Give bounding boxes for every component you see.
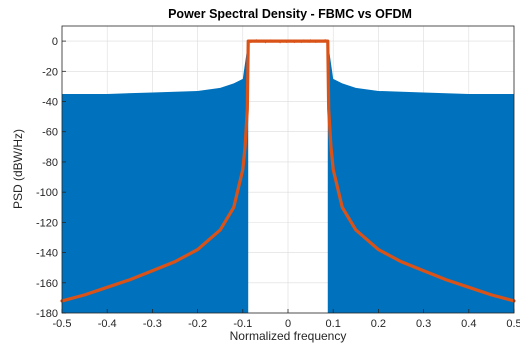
y-tick-label: -80 xyxy=(42,157,58,169)
x-tick-label: 0 xyxy=(285,318,291,330)
x-tick-label: 0.2 xyxy=(371,318,386,330)
x-tick-label: 0.5 xyxy=(506,318,520,330)
y-tick-label: -60 xyxy=(42,127,58,139)
y-tick-label: -20 xyxy=(42,66,58,78)
y-tick-label: 0 xyxy=(52,36,58,48)
y-tick-label: -180 xyxy=(36,308,58,320)
x-tick-label: 0.3 xyxy=(416,318,431,330)
y-tick-label: -40 xyxy=(42,97,58,109)
y-tick-label: -160 xyxy=(36,278,58,290)
x-axis-label: Normalized frequency xyxy=(230,329,347,343)
chart-title: Power Spectral Density - FBMC vs OFDM xyxy=(168,7,412,21)
y-tick-label: -140 xyxy=(36,248,58,260)
y-axis-label: PSD (dBW/Hz) xyxy=(11,129,25,209)
x-axis-ticks: -0.5 -0.4 -0.3 -0.2 -0.1 0 0.1 0.2 0.3 0.4 0.5 xyxy=(53,309,520,330)
x-tick-label: 0.4 xyxy=(461,318,476,330)
x-tick-label: -0.5 xyxy=(53,318,72,330)
x-tick-label: -0.3 xyxy=(143,318,162,330)
x-tick-label: -0.4 xyxy=(98,318,117,330)
fbmc-passband-ripple xyxy=(248,38,328,44)
x-tick-label: -0.2 xyxy=(188,318,207,330)
x-tick-label: 0.1 xyxy=(326,318,341,330)
x-tick-label: -0.1 xyxy=(233,318,252,330)
y-tick-label: -100 xyxy=(36,187,58,199)
y-tick-label: -120 xyxy=(36,217,58,229)
y-axis-ticks: 0 -20 -40 -60 -80 -100 -120 -140 -160 -180 xyxy=(36,36,66,320)
series-layer xyxy=(60,38,516,314)
